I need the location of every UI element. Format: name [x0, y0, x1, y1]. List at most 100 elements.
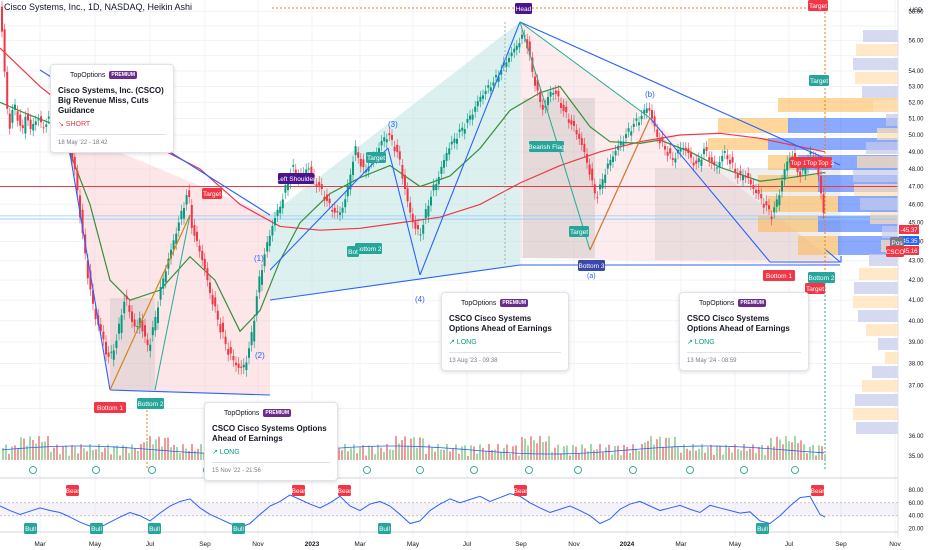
- volume-bar: [383, 452, 385, 460]
- candle: [294, 169, 297, 173]
- candle: [219, 324, 222, 333]
- note-brand: TopOptions: [224, 409, 260, 417]
- price-tag-label: -45.37: [900, 228, 918, 234]
- candle: [450, 141, 453, 145]
- candle: [73, 156, 76, 170]
- rsi-axis-label: 60.00: [908, 501, 924, 507]
- volume-bar: [401, 440, 403, 460]
- candle: [250, 332, 253, 346]
- candle: [692, 162, 695, 166]
- candle: [14, 104, 16, 110]
- volume-profile-bar: [708, 138, 768, 150]
- svg-text:Bear: Bear: [292, 488, 307, 495]
- candle: [183, 208, 185, 219]
- candle: [242, 364, 245, 368]
- candle: [19, 114, 22, 126]
- candle: [591, 168, 594, 181]
- volume-ma: [1, 445, 825, 455]
- candle: [32, 123, 35, 131]
- candle: [8, 113, 11, 129]
- candle: [94, 308, 97, 320]
- volume-bar: [176, 446, 178, 460]
- svg-text:Target: Target: [810, 78, 828, 85]
- wave-label-1: (1): [254, 254, 264, 263]
- candle: [406, 188, 409, 202]
- volume-bar: [536, 443, 538, 460]
- price-axis-label: 58.00: [908, 9, 924, 15]
- candle: [170, 249, 172, 259]
- target-label: Target: [805, 283, 825, 294]
- volume-bar: [479, 444, 481, 460]
- volume-bar: [395, 436, 397, 460]
- candle: [534, 76, 536, 86]
- volume-bar: [701, 444, 703, 460]
- candle: [328, 198, 331, 204]
- volume-bar: [191, 444, 193, 460]
- volume-profile-bar: [856, 44, 898, 56]
- volume-bar: [731, 452, 733, 460]
- volume-bar: [53, 447, 55, 460]
- volume-bar: [494, 449, 496, 460]
- svg-text:Left Shoulder: Left Shoulder: [277, 176, 317, 183]
- target-label: Target: [808, 0, 828, 11]
- volume-bar: [200, 444, 202, 460]
- top-1-label: Top 1: [790, 157, 807, 168]
- volume-bar: [11, 446, 13, 460]
- price-axis-bg: [899, 0, 932, 538]
- candle: [419, 234, 422, 236]
- time-axis-label: Nov: [568, 541, 580, 548]
- candle: [261, 270, 263, 285]
- volume-bar: [338, 449, 340, 460]
- candle: [281, 199, 284, 209]
- candle: [393, 146, 396, 152]
- idea-note-4[interactable]: TopOptions PREMIUM CSCO Cisco Systems Op…: [679, 292, 809, 371]
- candle: [794, 153, 796, 161]
- idea-note-1[interactable]: TopOptions PREMIUM Cisco Systems, Inc. (…: [50, 64, 174, 153]
- volume-bar: [92, 450, 94, 460]
- candle: [404, 174, 406, 190]
- candle: [45, 124, 48, 127]
- trend-line: [269, 264, 521, 301]
- volume-bar: [698, 448, 700, 460]
- candle: [409, 202, 412, 213]
- candle: [383, 137, 386, 142]
- volume-bar: [728, 447, 730, 460]
- volume-bar: [560, 454, 562, 460]
- earnings-marker-icon: [92, 466, 100, 474]
- candle: [310, 166, 313, 175]
- rsi-axis-label: 80.00: [908, 488, 924, 494]
- candle: [424, 209, 427, 219]
- candle: [770, 216, 773, 220]
- volume-bar: [542, 442, 544, 460]
- candle: [601, 179, 604, 189]
- candle: [666, 152, 669, 156]
- volume-bar: [152, 444, 154, 460]
- candle: [596, 197, 599, 199]
- volume-bar: [161, 446, 163, 460]
- candle: [201, 250, 204, 261]
- candle: [544, 105, 547, 108]
- candle: [695, 160, 698, 164]
- candle: [458, 129, 461, 133]
- candle: [47, 116, 50, 119]
- left-shoulder-label: Left Shoulder: [277, 173, 317, 184]
- wave-label-b: (b): [645, 90, 655, 99]
- candle: [216, 310, 219, 320]
- volume-profile-bar: [778, 98, 898, 112]
- candle: [432, 184, 435, 191]
- idea-note-2[interactable]: TopOptions PREMIUM CSCO Cisco Systems Op…: [204, 402, 338, 481]
- candle: [778, 195, 781, 206]
- candle: [713, 161, 716, 166]
- candle: [131, 311, 133, 322]
- volume-bar: [2, 447, 4, 460]
- time-axis-label: May: [407, 541, 420, 548]
- premium-badge: PREMIUM: [500, 299, 529, 307]
- idea-note-3[interactable]: TopOptions PREMIUM CSCO Cisco Systems Op…: [441, 292, 569, 371]
- volume-bar: [641, 444, 643, 460]
- volume-profile-bar: [856, 422, 898, 434]
- price-axis-label: 46.00: [908, 202, 924, 208]
- volume-profile-bar: [873, 100, 898, 112]
- volume-bar: [578, 453, 580, 460]
- candle: [344, 199, 347, 208]
